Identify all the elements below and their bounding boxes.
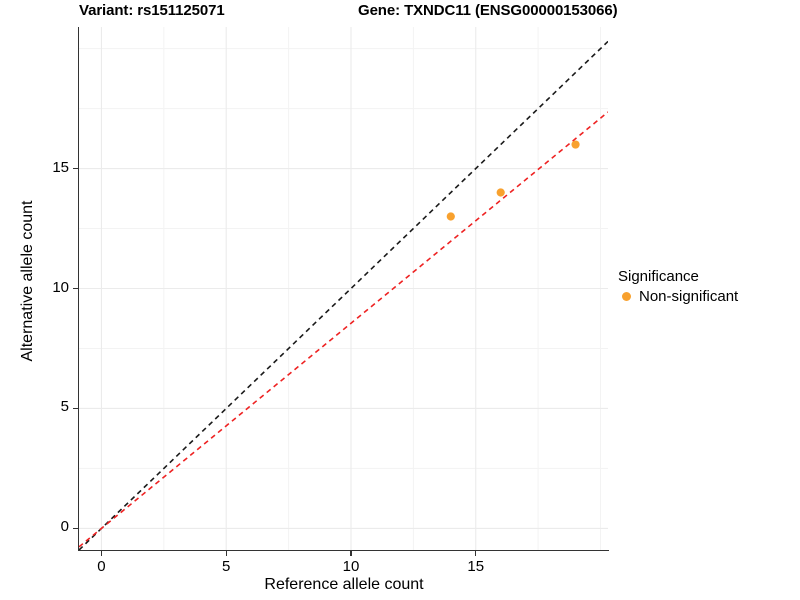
x-tick-mark bbox=[475, 551, 477, 556]
y-tick-mark bbox=[73, 167, 78, 170]
y-tick-mark bbox=[73, 287, 78, 290]
y-tick-mark bbox=[73, 407, 78, 410]
legend-entries: Non-significant bbox=[618, 288, 796, 305]
x-tick-mark bbox=[100, 551, 103, 556]
plot-canvas bbox=[79, 27, 608, 550]
x-tick-label: 10 bbox=[342, 558, 360, 575]
plot-panel bbox=[79, 27, 608, 550]
y-tick-label: 10 bbox=[52, 278, 69, 296]
allelic-ratio-line bbox=[79, 111, 608, 548]
x-axis-line bbox=[79, 550, 609, 552]
x-axis-label: Reference allele count bbox=[264, 576, 424, 593]
gene-title: Gene: TXNDC11 (ENSG00000153066) bbox=[358, 2, 618, 19]
x-tick-label: 5 bbox=[222, 558, 231, 575]
y-tick-label: 5 bbox=[60, 398, 69, 416]
data-point[interactable] bbox=[446, 212, 455, 221]
x-tick-mark bbox=[225, 551, 227, 556]
legend-title: Significance bbox=[618, 268, 699, 285]
legend-item-label: Non-significant bbox=[639, 288, 739, 305]
y-tick-label: 0 bbox=[60, 518, 69, 536]
legend-key bbox=[618, 289, 634, 305]
x-tick-mark bbox=[350, 551, 352, 556]
legend: Significance Non-significant bbox=[618, 268, 796, 305]
x-tick-label: 0 bbox=[97, 558, 106, 575]
legend-item[interactable]: Non-significant bbox=[618, 288, 796, 305]
x-tick-label: 15 bbox=[467, 558, 485, 575]
data-point[interactable] bbox=[496, 188, 505, 197]
y-axis-label: Alternative allele count bbox=[19, 200, 36, 362]
y-tick-mark bbox=[73, 527, 78, 529]
variant-title: Variant: rs151125071 bbox=[79, 2, 225, 19]
identity-line bbox=[79, 40, 608, 550]
y-axis-line bbox=[78, 27, 80, 551]
y-tick-label: 15 bbox=[52, 158, 69, 176]
legend-dot-icon bbox=[621, 292, 631, 301]
data-point[interactable] bbox=[571, 140, 580, 149]
